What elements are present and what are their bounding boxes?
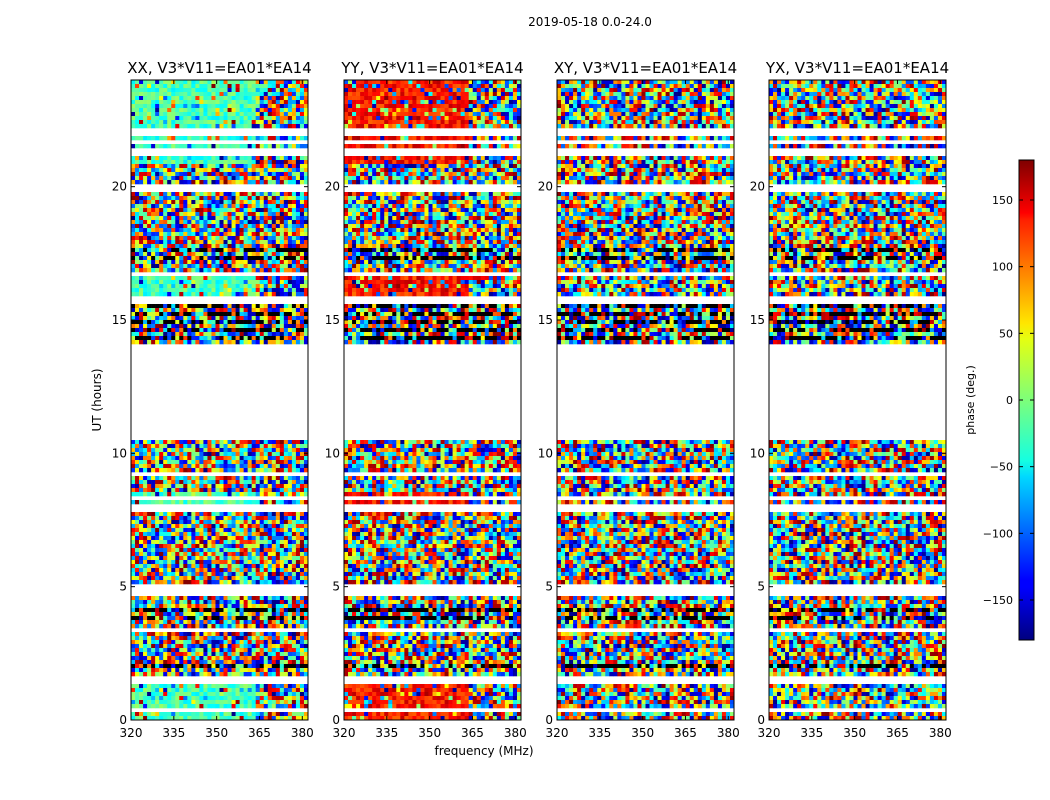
colorbar-tick-label: 100 (992, 261, 1013, 274)
x-tick-label: 380 (929, 726, 952, 740)
x-tick-label: 335 (800, 726, 823, 740)
x-tick-label: 350 (843, 726, 866, 740)
x-tick-label: 365 (461, 726, 484, 740)
panel-3-frame (556, 79, 735, 721)
y-tick-label: 10 (325, 446, 340, 460)
y-axis-label: UT (hours) (90, 368, 104, 431)
y-tick-label: 5 (332, 580, 340, 594)
panel-1: XX, V3*V11=EA01*EA14 320 335 350 365 380 0 5 10 1… (112, 59, 314, 740)
colorbar-tick-label: 0 (1006, 394, 1013, 407)
x-tick-label: 350 (205, 726, 228, 740)
y-tick-label: 20 (112, 180, 127, 194)
panel-1-frame (130, 79, 309, 721)
x-tick-label: 350 (631, 726, 654, 740)
y-tick-label: 20 (750, 180, 765, 194)
colorbar: 150 100 50 0 −50 −100 −150 phase (deg.) (964, 159, 1035, 641)
x-tick-label: 335 (588, 726, 611, 740)
y-tick-label: 10 (112, 446, 127, 460)
panel-2-frame (343, 79, 522, 721)
colorbar-ticks: 150 100 50 0 −50 −100 −150 (983, 194, 1034, 607)
x-tick-label: 380 (717, 726, 740, 740)
panels: XX, V3*V11=EA01*EA14 320 335 350 365 380 0 5 10 1… (112, 59, 952, 740)
y-tick-label: 5 (545, 580, 553, 594)
y-tick-label: 15 (112, 313, 127, 327)
panel-2-phase-image (344, 80, 521, 720)
figure-suptitle: 2019-05-18 0.0-24.0 (528, 15, 652, 29)
colorbar-tick-label: −100 (983, 527, 1013, 540)
colorbar-tick-label: −150 (983, 594, 1013, 607)
x-tick-label: 380 (504, 726, 527, 740)
panel-3: XY, V3*V11=EA01*EA14 320 335 350 365 380 0 5 10 1… (538, 59, 740, 740)
x-tick-label: 320 (120, 726, 143, 740)
colorbar-tick-label: −50 (990, 461, 1013, 474)
x-tick-label: 350 (418, 726, 441, 740)
x-tick-label: 335 (375, 726, 398, 740)
y-tick-label: 20 (538, 180, 553, 194)
panel-4-frame (768, 79, 947, 721)
y-tick-label: 0 (332, 713, 340, 727)
y-tick-label: 10 (538, 446, 553, 460)
x-tick-label: 365 (248, 726, 271, 740)
panel-4-title: YX, V3*V11=EA01*EA14 (765, 59, 949, 77)
colorbar-tick-label: 150 (992, 194, 1013, 207)
panel-1-phase-image (131, 80, 308, 720)
x-tick-label: 335 (162, 726, 185, 740)
x-tick-label: 365 (674, 726, 697, 740)
y-tick-label: 5 (757, 580, 765, 594)
y-tick-label: 5 (119, 580, 127, 594)
x-tick-label: 320 (546, 726, 569, 740)
y-tick-label: 20 (325, 180, 340, 194)
y-tick-label: 15 (538, 313, 553, 327)
y-tick-label: 15 (325, 313, 340, 327)
y-tick-label: 0 (119, 713, 127, 727)
colorbar-tick-label: 50 (999, 327, 1013, 340)
y-tick-label: 0 (545, 713, 553, 727)
x-tick-label: 320 (333, 726, 356, 740)
panel-2-title: YY, V3*V11=EA01*EA14 (340, 59, 523, 77)
panel-4-phase-image (769, 80, 946, 720)
x-axis-label: frequency (MHz) (434, 744, 533, 758)
panel-2: YY, V3*V11=EA01*EA14 320 335 350 365 380 0 5 10 1… (325, 59, 527, 740)
colorbar-label: phase (deg.) (964, 365, 977, 435)
y-tick-label: 15 (750, 313, 765, 327)
x-tick-label: 320 (758, 726, 781, 740)
panel-1-title: XX, V3*V11=EA01*EA14 (127, 59, 311, 77)
x-tick-label: 380 (291, 726, 314, 740)
panel-3-phase-image (557, 80, 734, 720)
panel-3-title: XY, V3*V11=EA01*EA14 (554, 59, 737, 77)
x-tick-label: 365 (886, 726, 909, 740)
y-tick-label: 0 (757, 713, 765, 727)
panel-4: YX, V3*V11=EA01*EA14 320 335 350 365 380 0 5 10 1… (750, 59, 952, 740)
y-tick-label: 10 (750, 446, 765, 460)
